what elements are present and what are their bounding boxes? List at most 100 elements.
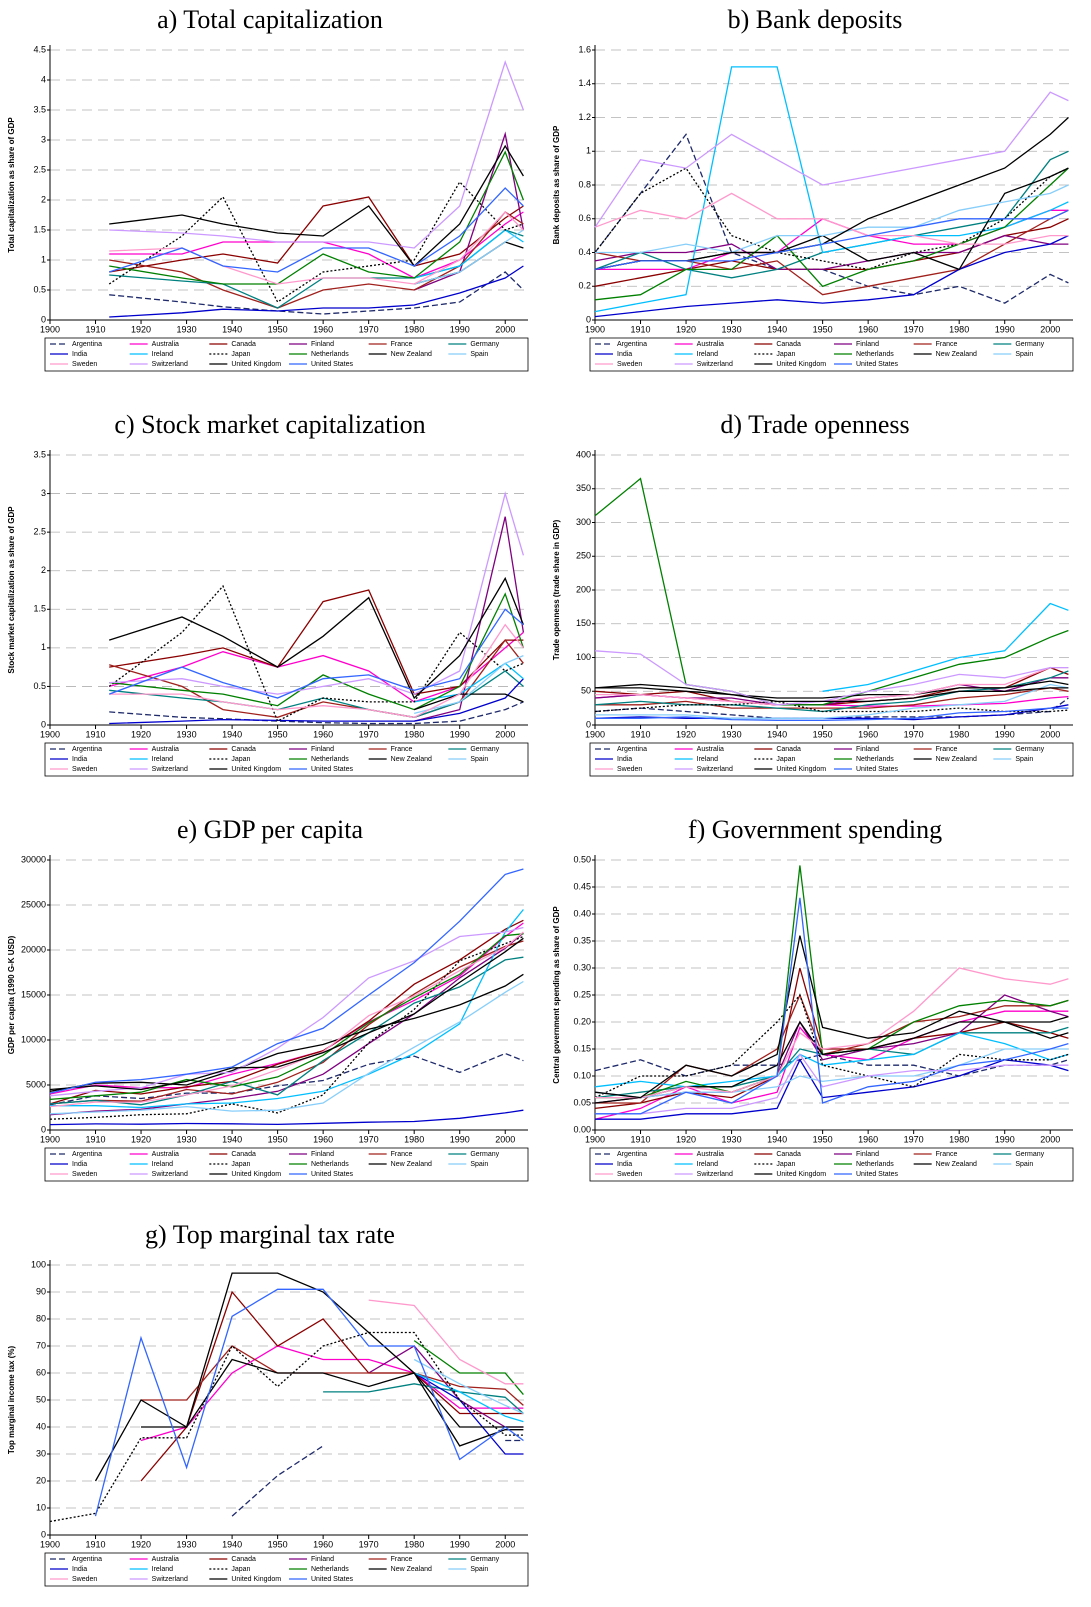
legend-label: Switzerland	[152, 1171, 188, 1178]
legend-label: Australia	[152, 1151, 179, 1158]
series-line	[594, 91, 1069, 228]
legend-label: India	[72, 351, 87, 358]
series-line	[594, 218, 1069, 287]
legend-label: Finland	[856, 341, 879, 348]
y-tick-label: 1	[586, 146, 591, 156]
x-tick-label: 2000	[495, 1134, 515, 1144]
legend-label: New Zealand	[391, 1566, 432, 1573]
series-line	[595, 967, 1069, 1099]
series-line	[594, 967, 1069, 1110]
legend-label: Switzerland	[697, 361, 733, 368]
y-tick-label: 300	[576, 517, 591, 527]
legend-label: Finland	[311, 1556, 334, 1563]
y-tick-label: 1	[41, 642, 46, 652]
legend-label: Ireland	[152, 1566, 174, 1573]
x-tick-label: 1990	[450, 1134, 470, 1144]
y-tick-label: 0.10	[573, 1070, 591, 1080]
x-tick-label: 1960	[858, 1134, 878, 1144]
x-tick-label: 1960	[313, 729, 333, 739]
legend-label: New Zealand	[391, 756, 432, 763]
x-tick-label: 1960	[858, 324, 878, 334]
legend-label: Canada	[776, 746, 801, 753]
series-line	[231, 1439, 524, 1517]
chart-title: b) Bank deposits	[728, 5, 903, 34]
legend-label: Ireland	[152, 1161, 174, 1168]
x-tick-label: 1990	[450, 324, 470, 334]
y-tick-label: 1.5	[33, 604, 46, 614]
x-tick-label: 1940	[222, 324, 242, 334]
x-tick-label: 1910	[86, 729, 106, 739]
legend-label: New Zealand	[391, 351, 432, 358]
legend-label: Sweden	[617, 766, 642, 773]
legend-label: United States	[856, 361, 899, 368]
y-tick-label: 3	[41, 488, 46, 498]
x-tick-label: 1940	[767, 729, 787, 739]
y-tick-label: 5000	[26, 1079, 46, 1089]
legend-label: Netherlands	[311, 1566, 349, 1573]
series-line	[413, 1358, 524, 1415]
series-line	[368, 1299, 524, 1385]
x-tick-label: 1930	[177, 1134, 197, 1144]
legend-label: Netherlands	[311, 1161, 349, 1168]
legend-label: France	[936, 746, 958, 753]
x-tick-label: 1920	[131, 729, 151, 739]
legend-label: United Kingdom	[231, 361, 281, 368]
x-tick-label: 2000	[1040, 324, 1060, 334]
legend-label: Sweden	[72, 766, 97, 773]
legend-label: Switzerland	[152, 361, 188, 368]
legend-label: Finland	[856, 1151, 879, 1158]
legend-label: Germany	[470, 746, 499, 753]
x-tick-label: 1980	[404, 729, 424, 739]
legend-label: Ireland	[697, 351, 719, 358]
y-tick-label: 0.6	[578, 213, 591, 223]
y-tick-label: 100	[576, 652, 591, 662]
y-tick-label: 200	[576, 584, 591, 594]
x-tick-label: 1910	[86, 1539, 106, 1549]
legend-box	[589, 1147, 1074, 1182]
series-line	[109, 491, 525, 695]
x-tick-label: 1970	[359, 324, 379, 334]
series-line	[49, 940, 524, 1105]
series-line	[414, 241, 524, 285]
series-line	[49, 1109, 524, 1126]
legend-box	[44, 1147, 529, 1182]
series-line	[594, 683, 1069, 703]
x-tick-label: 2000	[1040, 729, 1060, 739]
x-tick-label: 1920	[676, 1134, 696, 1144]
y-tick-label: 30	[36, 1448, 46, 1458]
x-tick-label: 1960	[858, 729, 878, 739]
series-line	[594, 234, 1069, 271]
legend-label: Ireland	[697, 756, 719, 763]
series-line	[413, 1372, 524, 1423]
x-tick-label: 1900	[585, 729, 605, 739]
series-line	[595, 707, 1069, 721]
series-line	[109, 576, 525, 700]
legend-label: Spain	[1015, 351, 1033, 358]
y-tick-label: 1.5	[33, 224, 46, 234]
y-tick-label: 0	[41, 719, 46, 729]
x-tick-label: 1950	[268, 1134, 288, 1144]
legend-label: Japan	[231, 756, 250, 763]
legend-label: France	[936, 341, 958, 348]
y-tick-label: 150	[576, 618, 591, 628]
legend-label: Argentina	[617, 341, 647, 348]
legend-label: New Zealand	[391, 1161, 432, 1168]
legend-label: France	[936, 1151, 958, 1158]
y-tick-label: 0.5	[33, 284, 46, 294]
series-line	[108, 584, 524, 723]
legend-label: Netherlands	[311, 351, 349, 358]
series-line	[109, 211, 524, 285]
legend-label: Australia	[697, 1151, 724, 1158]
x-tick-label: 1950	[813, 729, 833, 739]
legend-label: Switzerland	[697, 766, 733, 773]
y-tick-label: 0.30	[573, 962, 591, 972]
legend-label: Germany	[1015, 341, 1044, 348]
y-tick-label: 0	[41, 1124, 46, 1134]
y-tick-label: 1.6	[578, 44, 591, 54]
x-tick-label: 1950	[813, 1134, 833, 1144]
legend-label: Japan	[776, 756, 795, 763]
x-tick-label: 2000	[495, 729, 515, 739]
x-tick-label: 1990	[450, 1539, 470, 1549]
legend-label: New Zealand	[936, 756, 977, 763]
x-tick-label: 1990	[995, 324, 1015, 334]
